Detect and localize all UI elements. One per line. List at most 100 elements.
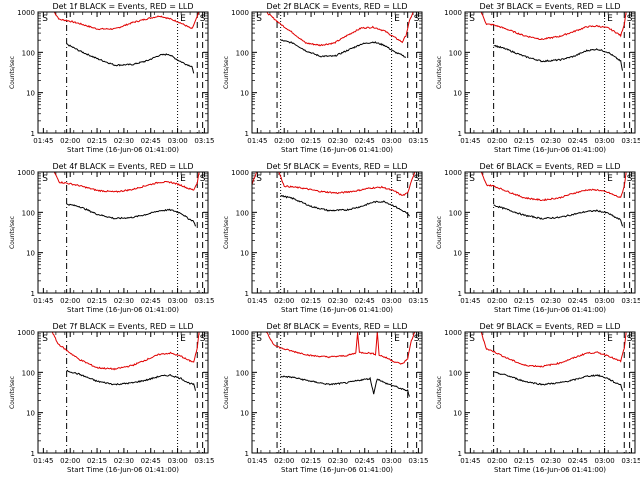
lld-series-line — [266, 332, 416, 365]
panel-3: Det 3f BLACK = Events, RED = LLD 1 10 100 10… — [436, 2, 640, 154]
x-tick-label: 03:00 — [167, 457, 187, 465]
y-tick-label: 1 — [245, 290, 249, 298]
panel-5: Det 5f BLACK = Events, RED = LLD 1 10 100 10… — [223, 162, 429, 314]
lld-series-line — [480, 12, 627, 41]
x-tick-label: 03:00 — [594, 457, 614, 465]
annotation-label: S — [200, 14, 206, 24]
x-tick-label: 02:30 — [328, 297, 348, 305]
events-series-line — [280, 39, 407, 58]
y-tick-label: 1 — [458, 450, 462, 458]
x-tick-label: 02:30 — [541, 297, 561, 305]
y-axis-label: Counts/sec — [9, 216, 16, 249]
y-axis-label: Counts/sec — [9, 56, 16, 89]
y-tick-label: 100 — [236, 49, 249, 57]
x-tick-label: 02:15 — [301, 137, 321, 145]
annotation-label: S — [42, 14, 48, 24]
x-tick-label: 03:00 — [381, 137, 401, 145]
panel-title: Det 1f BLACK = Events, RED = LLD — [52, 2, 193, 11]
x-tick-label: 02:30 — [328, 457, 348, 465]
y-tick-label: 1000 — [444, 329, 462, 337]
y-tick-label: 10 — [240, 410, 249, 418]
x-tick-label: 01:45 — [460, 457, 480, 465]
x-axis-label: Start Time (16-Jun-06 01:41:00) — [67, 146, 179, 154]
x-tick-label: 02:45 — [568, 137, 588, 145]
y-tick-label: 10 — [453, 90, 462, 98]
x-tick-label: 02:30 — [328, 137, 348, 145]
x-tick-label: 02:45 — [568, 297, 588, 305]
plot-frame — [464, 11, 636, 134]
lld-series-line — [480, 332, 627, 368]
x-tick-label: 03:00 — [381, 297, 401, 305]
x-tick-label: 02:15 — [514, 457, 534, 465]
x-tick-label: 03:15 — [194, 137, 214, 145]
x-tick-label: 02:00 — [487, 137, 507, 145]
x-tick-label: 02:00 — [60, 297, 80, 305]
events-series-line — [66, 43, 195, 74]
panel-title: Det 6f BLACK = Events, RED = LLD — [479, 162, 620, 171]
annotation-label: S — [469, 14, 475, 24]
annotation-label: S — [414, 174, 420, 184]
lld-series-line — [53, 172, 200, 193]
events-series-line — [493, 371, 623, 391]
x-tick-label: 02:30 — [541, 457, 561, 465]
x-tick-label: 02:45 — [355, 297, 375, 305]
x-tick-label: 02:45 — [568, 457, 588, 465]
x-tick-label: 02:00 — [274, 137, 294, 145]
x-axis-label: Start Time (16-Jun-06 01:41:00) — [67, 306, 179, 314]
panel-4: Det 4f BLACK = Events, RED = LLD 1 10 100 10… — [9, 162, 215, 314]
y-tick-label: 1000 — [17, 9, 35, 17]
annotation-label: E — [180, 174, 186, 184]
x-tick-label: 01:45 — [460, 137, 480, 145]
x-axis-label: Start Time (16-Jun-06 01:41:00) — [67, 466, 179, 474]
x-tick-label: 03:15 — [621, 297, 640, 305]
lld-series-line — [266, 12, 414, 47]
x-tick-label: 02:15 — [514, 297, 534, 305]
y-axis-label: Counts/sec — [9, 376, 16, 409]
x-tick-label: 02:45 — [355, 137, 375, 145]
y-axis-label: Counts/sec — [436, 56, 443, 89]
y-tick-label: 1000 — [231, 169, 249, 177]
x-tick-label: 03:00 — [167, 137, 187, 145]
annotation-label: S — [469, 174, 475, 184]
y-tick-label: 1000 — [231, 329, 249, 337]
panel-6: Det 6f BLACK = Events, RED = LLD 1 10 100 10… — [436, 162, 640, 314]
x-tick-label: 01:45 — [33, 297, 53, 305]
y-tick-label: 100 — [22, 49, 35, 57]
panel-title: Det 8f BLACK = Events, RED = LLD — [266, 322, 407, 331]
events-series-line — [66, 203, 196, 227]
y-tick-label: 100 — [449, 369, 462, 377]
y-axis-label: Counts/sec — [223, 376, 230, 409]
x-tick-label: 03:00 — [594, 137, 614, 145]
lld-series-line — [53, 12, 200, 31]
x-tick-label: 03:15 — [408, 297, 428, 305]
y-tick-label: 100 — [449, 49, 462, 57]
x-tick-label: 01:45 — [33, 457, 53, 465]
x-tick-label: 01:45 — [247, 457, 267, 465]
panel-8: Det 8f BLACK = Events, RED = LLD 1 10 100 10… — [223, 322, 429, 474]
annotation-label: S — [256, 14, 262, 24]
annotation-label: E — [396, 174, 402, 184]
x-tick-label: 02:45 — [355, 457, 375, 465]
x-tick-label: 03:00 — [381, 457, 401, 465]
panel-7: Det 7f BLACK = Events, RED = LLD 1 10 100 10… — [9, 322, 215, 474]
y-tick-label: 1 — [458, 130, 462, 138]
plot-frame — [37, 331, 209, 454]
x-tick-label: 02:00 — [60, 457, 80, 465]
annotation-label: S — [414, 334, 420, 344]
events-series-line — [493, 44, 623, 71]
y-tick-label: 100 — [22, 369, 35, 377]
y-tick-label: 100 — [236, 369, 249, 377]
x-tick-label: 02:15 — [87, 457, 107, 465]
annotation-label: E — [394, 334, 400, 344]
y-tick-label: 10 — [26, 250, 35, 258]
panel-2: Det 2f BLACK = Events, RED = LLD 1 10 100 10… — [223, 2, 429, 154]
y-tick-label: 1000 — [17, 169, 35, 177]
lld-series-line — [252, 172, 416, 196]
x-axis-label: Start Time (16-Jun-06 01:41:00) — [281, 306, 393, 314]
x-tick-label: 03:00 — [594, 297, 614, 305]
annotation-label: S — [627, 334, 633, 344]
panel-title: Det 7f BLACK = Events, RED = LLD — [52, 322, 193, 331]
x-tick-label: 02:15 — [301, 297, 321, 305]
panel-title: Det 3f BLACK = Events, RED = LLD — [479, 2, 620, 11]
panel-title: Det 9f BLACK = Events, RED = LLD — [479, 322, 620, 331]
